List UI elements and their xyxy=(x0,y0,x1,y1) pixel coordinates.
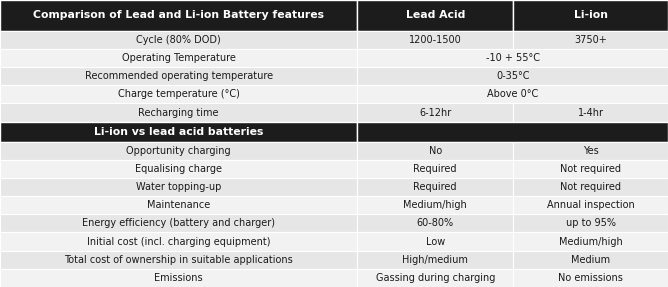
FancyBboxPatch shape xyxy=(513,103,668,122)
Text: Required: Required xyxy=(413,164,457,174)
Text: Yes: Yes xyxy=(582,146,599,156)
FancyBboxPatch shape xyxy=(357,122,668,141)
FancyBboxPatch shape xyxy=(0,214,357,232)
Text: Emissions: Emissions xyxy=(154,273,203,283)
Text: Above 0°C: Above 0°C xyxy=(487,89,538,99)
FancyBboxPatch shape xyxy=(513,178,668,196)
Text: Energy efficiency (battery and charger): Energy efficiency (battery and charger) xyxy=(82,218,275,228)
Text: 60-80%: 60-80% xyxy=(417,218,454,228)
Text: Not required: Not required xyxy=(560,182,621,192)
FancyBboxPatch shape xyxy=(513,160,668,178)
FancyBboxPatch shape xyxy=(0,141,357,160)
FancyBboxPatch shape xyxy=(0,196,357,214)
Text: Low: Low xyxy=(426,236,445,247)
FancyBboxPatch shape xyxy=(357,214,513,232)
FancyBboxPatch shape xyxy=(0,49,357,67)
Text: Opportunity charging: Opportunity charging xyxy=(126,146,231,156)
FancyBboxPatch shape xyxy=(0,85,357,103)
Text: Lead Acid: Lead Acid xyxy=(405,10,465,20)
FancyBboxPatch shape xyxy=(513,232,668,251)
Text: No: No xyxy=(429,146,442,156)
Text: Li-ion: Li-ion xyxy=(574,10,607,20)
Text: Li-ion vs lead acid batteries: Li-ion vs lead acid batteries xyxy=(94,127,263,137)
FancyBboxPatch shape xyxy=(357,85,668,103)
Text: Equalising charge: Equalising charge xyxy=(135,164,222,174)
FancyBboxPatch shape xyxy=(357,232,513,251)
Text: Recommended operating temperature: Recommended operating temperature xyxy=(85,71,273,81)
FancyBboxPatch shape xyxy=(357,251,513,269)
FancyBboxPatch shape xyxy=(513,196,668,214)
FancyBboxPatch shape xyxy=(0,232,357,251)
FancyBboxPatch shape xyxy=(513,269,668,287)
FancyBboxPatch shape xyxy=(513,251,668,269)
FancyBboxPatch shape xyxy=(513,214,668,232)
Text: -10 + 55°C: -10 + 55°C xyxy=(486,53,540,63)
Text: 3750+: 3750+ xyxy=(574,35,607,45)
Text: Annual inspection: Annual inspection xyxy=(546,200,635,210)
Text: Medium/high: Medium/high xyxy=(403,200,467,210)
FancyBboxPatch shape xyxy=(357,269,513,287)
FancyBboxPatch shape xyxy=(0,67,357,85)
Text: Charge temperature (°C): Charge temperature (°C) xyxy=(118,89,240,99)
FancyBboxPatch shape xyxy=(513,31,668,49)
Text: Operating Temperature: Operating Temperature xyxy=(122,53,236,63)
Text: up to 95%: up to 95% xyxy=(566,218,615,228)
FancyBboxPatch shape xyxy=(357,103,513,122)
FancyBboxPatch shape xyxy=(357,141,513,160)
Text: 1-4hr: 1-4hr xyxy=(578,108,603,117)
FancyBboxPatch shape xyxy=(357,49,668,67)
Text: Maintenance: Maintenance xyxy=(147,200,210,210)
Text: 0-35°C: 0-35°C xyxy=(496,71,530,81)
FancyBboxPatch shape xyxy=(357,67,668,85)
FancyBboxPatch shape xyxy=(0,0,357,31)
FancyBboxPatch shape xyxy=(357,0,513,31)
Text: Initial cost (incl. charging equipment): Initial cost (incl. charging equipment) xyxy=(87,236,271,247)
Text: 6-12hr: 6-12hr xyxy=(419,108,452,117)
FancyBboxPatch shape xyxy=(0,103,357,122)
FancyBboxPatch shape xyxy=(0,251,357,269)
Text: No emissions: No emissions xyxy=(558,273,623,283)
FancyBboxPatch shape xyxy=(357,178,513,196)
Text: Recharging time: Recharging time xyxy=(138,108,219,117)
FancyBboxPatch shape xyxy=(0,269,357,287)
Text: Total cost of ownership in suitable applications: Total cost of ownership in suitable appl… xyxy=(64,255,293,265)
Text: Water topping-up: Water topping-up xyxy=(136,182,221,192)
Text: Not required: Not required xyxy=(560,164,621,174)
Text: Comparison of Lead and Li-ion Battery features: Comparison of Lead and Li-ion Battery fe… xyxy=(33,10,324,20)
FancyBboxPatch shape xyxy=(357,31,513,49)
FancyBboxPatch shape xyxy=(357,160,513,178)
Text: High/medium: High/medium xyxy=(402,255,468,265)
Text: Required: Required xyxy=(413,182,457,192)
FancyBboxPatch shape xyxy=(513,0,668,31)
Text: 1200-1500: 1200-1500 xyxy=(409,35,462,45)
FancyBboxPatch shape xyxy=(0,31,357,49)
FancyBboxPatch shape xyxy=(0,160,357,178)
Text: Medium/high: Medium/high xyxy=(558,236,623,247)
FancyBboxPatch shape xyxy=(0,122,357,141)
FancyBboxPatch shape xyxy=(513,141,668,160)
FancyBboxPatch shape xyxy=(357,196,513,214)
FancyBboxPatch shape xyxy=(0,178,357,196)
Text: Gassing during charging: Gassing during charging xyxy=(375,273,495,283)
Text: Cycle (80% DOD): Cycle (80% DOD) xyxy=(136,35,221,45)
Text: Medium: Medium xyxy=(571,255,610,265)
